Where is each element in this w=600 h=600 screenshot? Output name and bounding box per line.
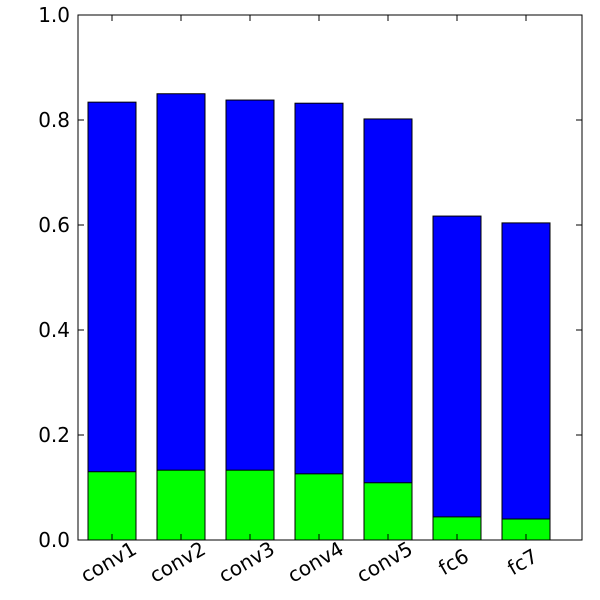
bar bbox=[294, 102, 344, 541]
y-tick-label: 1.0 bbox=[38, 3, 70, 27]
bar bbox=[225, 469, 275, 541]
y-tick-label: 0.2 bbox=[38, 423, 70, 447]
x-tick-label: fc6 bbox=[434, 544, 473, 580]
bar bbox=[363, 482, 413, 541]
y-tick-label: 0.0 bbox=[38, 528, 70, 552]
x-tick-label: conv3 bbox=[214, 536, 278, 587]
x-tick-label: conv2 bbox=[145, 536, 209, 587]
y-tick-label: 0.4 bbox=[38, 318, 70, 342]
bar bbox=[156, 93, 206, 541]
bar bbox=[363, 118, 413, 541]
bar bbox=[87, 101, 137, 541]
x-tick-label: fc7 bbox=[503, 544, 542, 580]
bar bbox=[501, 222, 551, 541]
bar bbox=[156, 469, 206, 541]
x-tick-label: conv5 bbox=[352, 536, 416, 587]
x-tick-label: conv4 bbox=[283, 536, 347, 587]
y-tick-label: 0.8 bbox=[38, 108, 70, 132]
bar bbox=[294, 473, 344, 541]
plot-frame bbox=[77, 14, 583, 541]
bar bbox=[432, 215, 482, 541]
x-tick-label: conv1 bbox=[76, 536, 140, 587]
bar bbox=[87, 471, 137, 541]
y-tick-label: 0.6 bbox=[38, 213, 70, 237]
bar bbox=[225, 99, 275, 541]
